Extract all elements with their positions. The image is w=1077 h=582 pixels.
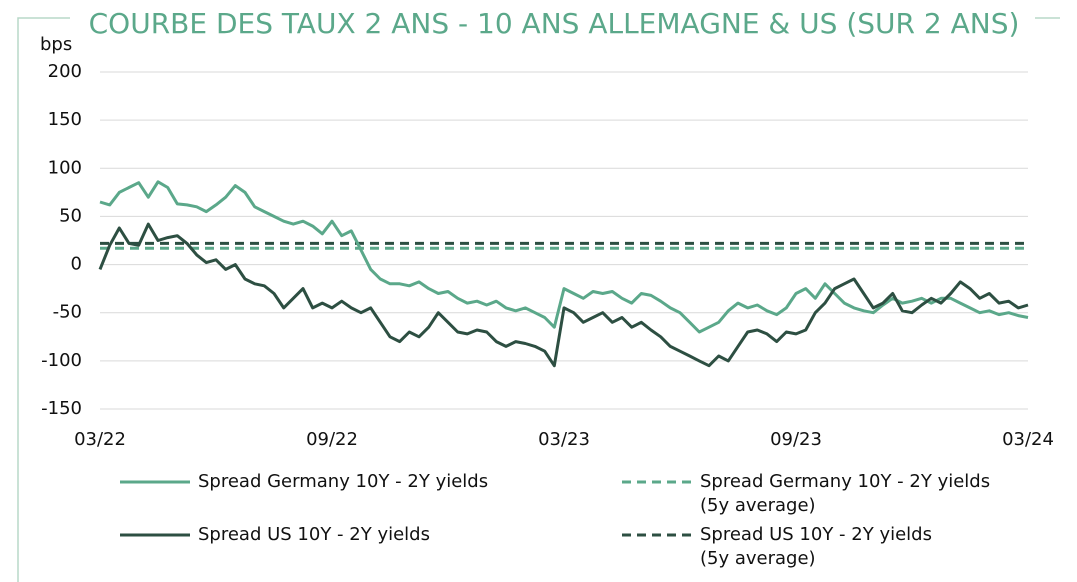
y-tick-label: 50 (59, 205, 82, 226)
y-tick-label: 100 (48, 157, 82, 178)
x-tick-label: 09/22 (306, 429, 358, 450)
frame (17, 17, 1060, 582)
x-tick-label: 03/24 (1002, 429, 1054, 450)
y-tick-label: -100 (41, 350, 82, 371)
legend-label: Spread Germany 10Y - 2Y yields (5y avera… (700, 471, 991, 516)
series-line (99, 180, 1029, 334)
series-line (98, 222, 1029, 368)
x-tick-label: 09/23 (770, 429, 822, 450)
legend-label: Spread US 10Y - 2Y yields (5y average) (700, 524, 932, 569)
y-tick-label: -50 (53, 302, 82, 323)
legend-label: Spread Germany 10Y - 2Y yields (198, 471, 489, 492)
y-tick-label: -150 (41, 398, 82, 419)
y-tick-label: 150 (48, 109, 82, 130)
legend-label: Spread US 10Y - 2Y yields (198, 524, 430, 545)
chart-title: COURBE DES TAUX 2 ANS - 10 ANS ALLEMAGNE… (89, 7, 1020, 40)
y-tick-label: 200 (48, 61, 82, 82)
y-axis-label: bps (40, 34, 72, 55)
x-tick-label: 03/22 (74, 429, 126, 450)
y-tick-label: 0 (71, 254, 82, 275)
x-tick-label: 03/23 (538, 429, 590, 450)
